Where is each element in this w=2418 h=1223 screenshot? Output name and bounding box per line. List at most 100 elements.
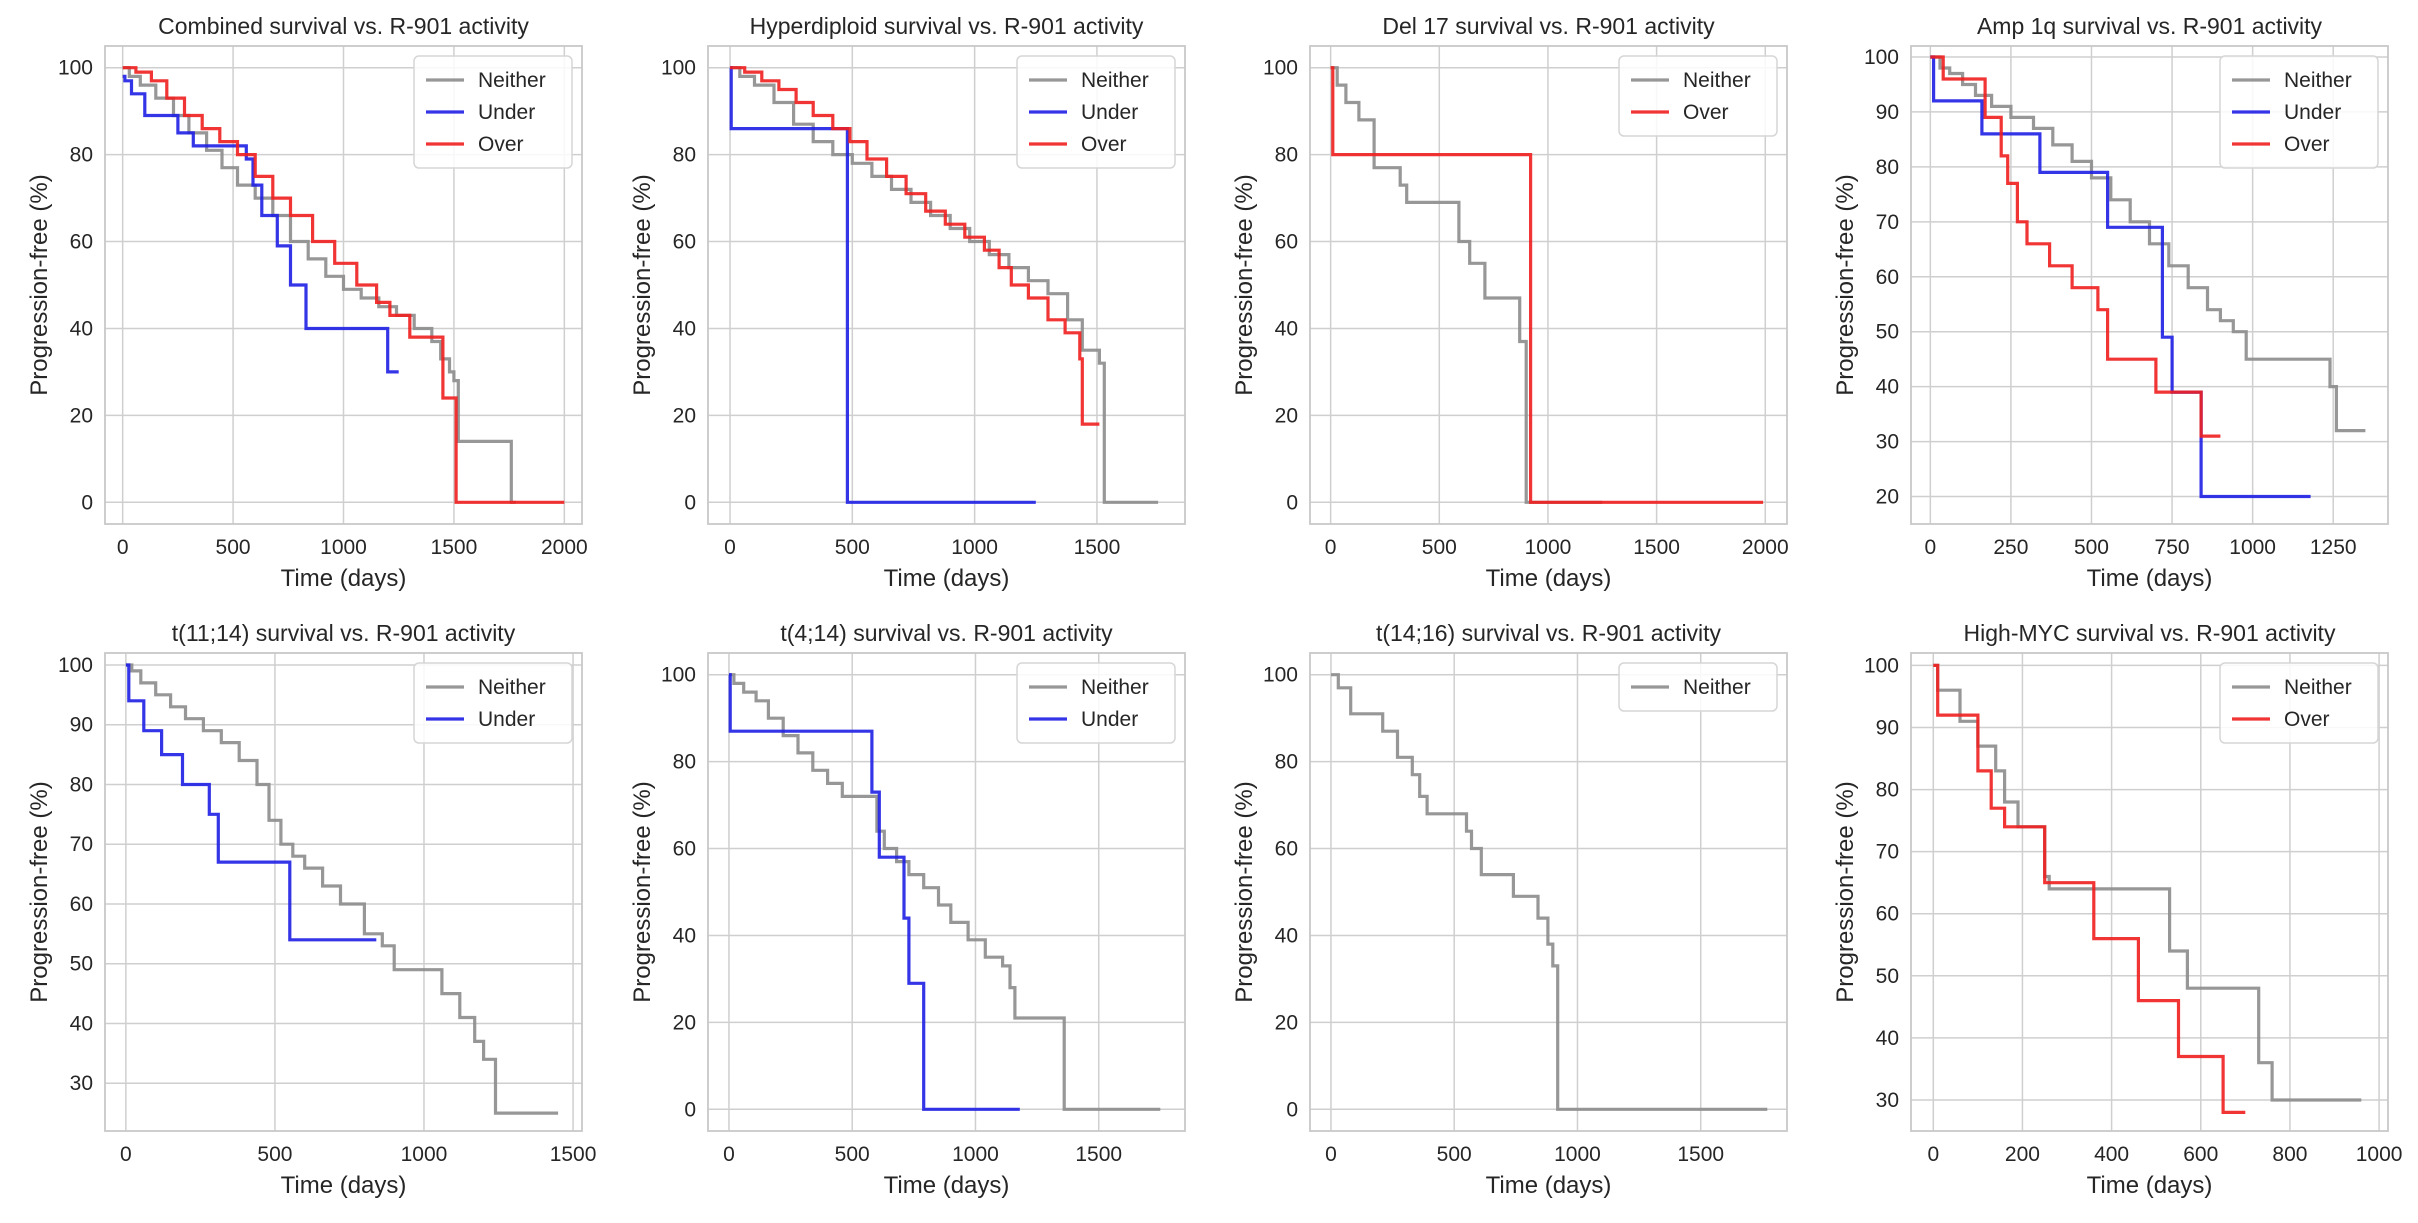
y-tick-label: 90 <box>70 714 93 737</box>
x-tick-label: 0 <box>724 536 736 559</box>
legend-label-over: Over <box>1081 133 1127 156</box>
series-line-over <box>1330 66 1764 504</box>
y-tick-label: 80 <box>1275 751 1298 774</box>
legend-label-neither: Neither <box>1683 676 1751 699</box>
legend: Neither Under <box>1016 662 1176 744</box>
y-tick-label: 100 <box>1263 57 1298 80</box>
x-tick-label: 1000 <box>320 536 367 559</box>
y-tick-label: 0 <box>684 1098 696 1121</box>
y-tick-label: 20 <box>1275 1011 1298 1034</box>
y-tick-label: 40 <box>1275 924 1298 947</box>
y-tick-label: 40 <box>1275 317 1298 340</box>
y-axis-label: Progression-free (%) <box>1231 174 1258 395</box>
x-tick-label: 1500 <box>1633 536 1680 559</box>
x-tick-label: 500 <box>835 1143 870 1166</box>
x-tick-label: 1250 <box>2310 536 2357 559</box>
plot-frame <box>1309 45 1788 525</box>
y-tick-label: 60 <box>673 838 696 861</box>
y-tick-label: 80 <box>1876 779 1899 802</box>
x-tick-label: 1000 <box>1525 536 1572 559</box>
x-tick-label: 0 <box>120 1143 132 1166</box>
x-tick-label: 1000 <box>1554 1143 1601 1166</box>
plot-frame <box>1910 45 2389 525</box>
legend-label-over: Over <box>478 133 524 156</box>
y-tick-label: 0 <box>684 491 696 514</box>
x-tick-label: 0 <box>117 536 129 559</box>
y-tick-label: 100 <box>661 664 696 687</box>
x-tick-label: 2000 <box>541 536 588 559</box>
y-tick-label: 20 <box>673 404 696 427</box>
x-axis-label: Time (days) <box>2087 1172 2213 1199</box>
legend-label-neither: Neither <box>1081 69 1149 92</box>
chart-panel-2: 0 500 1000 1500 0 20 40 60 80 100 Hyperdiploid sur… <box>629 13 1186 592</box>
x-tick-label: 1000 <box>952 1143 999 1166</box>
y-tick-label: 100 <box>1864 654 1899 677</box>
x-tick-label: 1500 <box>431 536 478 559</box>
y-axis-label: Progression-free (%) <box>1832 781 1859 1002</box>
x-tick-label: 400 <box>2094 1143 2129 1166</box>
y-tick-label: 0 <box>81 491 93 514</box>
plot-frame <box>104 652 583 1132</box>
x-tick-label: 2000 <box>1742 536 1789 559</box>
x-tick-label: 500 <box>1422 536 1457 559</box>
legend-label-over: Over <box>2284 133 2330 156</box>
series-line-under <box>125 663 377 942</box>
x-tick-label: 500 <box>2074 536 2109 559</box>
legend-label-neither: Neither <box>478 69 546 92</box>
y-tick-label: 80 <box>70 144 93 167</box>
series-line-over <box>1930 55 2221 438</box>
legend-box <box>413 55 573 169</box>
chart-title: t(11;14) survival vs. R-901 activity <box>172 620 516 646</box>
legend: Neither Under Over <box>413 55 573 169</box>
x-tick-label: 200 <box>2005 1143 2040 1166</box>
y-tick-label: 50 <box>1876 965 1899 988</box>
legend-label-neither: Neither <box>2284 676 2352 699</box>
y-tick-label: 60 <box>70 893 93 916</box>
legend-label-neither: Neither <box>2284 69 2352 92</box>
x-tick-label: 0 <box>1325 1143 1337 1166</box>
series-line-neither <box>1330 66 1603 504</box>
legend-box <box>2219 662 2379 744</box>
x-axis-label: Time (days) <box>884 1172 1010 1199</box>
y-tick-label: 70 <box>1876 841 1899 864</box>
chart-title: t(14;16) survival vs. R-901 activity <box>1376 620 1722 646</box>
x-axis-label: Time (days) <box>1486 565 1612 592</box>
y-axis-label: Progression-free (%) <box>629 781 656 1002</box>
x-tick-label: 250 <box>1993 536 2028 559</box>
legend-label-under: Under <box>1081 708 1138 731</box>
legend: Neither Over <box>1618 55 1778 137</box>
chart-panel-8: 0 200 400 600 800 1000 30 40 50 60 70 80 90 100 High-M… <box>1832 620 2402 1199</box>
y-tick-label: 60 <box>1275 231 1298 254</box>
y-tick-label: 40 <box>70 1012 93 1035</box>
y-tick-label: 40 <box>70 317 93 340</box>
y-axis-label: Progression-free (%) <box>26 781 53 1002</box>
y-tick-label: 60 <box>1876 903 1899 926</box>
y-tick-label: 30 <box>70 1072 93 1095</box>
plot-frame <box>707 45 1186 525</box>
series-line-neither <box>125 663 559 1115</box>
legend-box <box>1016 662 1176 744</box>
chart-title: Hyperdiploid survival vs. R-901 activity <box>750 13 1144 39</box>
chart-title: Combined survival vs. R-901 activity <box>158 13 529 39</box>
y-tick-label: 20 <box>1275 404 1298 427</box>
legend: Neither Over <box>2219 662 2379 744</box>
x-tick-label: 1000 <box>951 536 998 559</box>
y-axis-label: Progression-free (%) <box>629 174 656 395</box>
y-tick-label: 40 <box>1876 376 1899 399</box>
legend-label-under: Under <box>478 708 535 731</box>
series-line-neither <box>729 673 1161 1111</box>
x-axis-label: Time (days) <box>884 565 1010 592</box>
series-line-neither <box>1331 673 1768 1111</box>
y-tick-label: 100 <box>661 57 696 80</box>
x-tick-label: 1500 <box>1075 1143 1122 1166</box>
y-tick-label: 70 <box>1876 211 1899 234</box>
y-tick-label: 20 <box>673 1011 696 1034</box>
series-line-under <box>122 74 399 374</box>
legend-box <box>2219 55 2379 169</box>
y-tick-label: 0 <box>1286 1098 1298 1121</box>
x-tick-label: 0 <box>1927 1143 1939 1166</box>
y-tick-label: 100 <box>1864 46 1899 69</box>
plot-frame <box>1309 652 1788 1132</box>
chart-title: Del 17 survival vs. R-901 activity <box>1382 13 1715 39</box>
y-tick-label: 20 <box>70 404 93 427</box>
